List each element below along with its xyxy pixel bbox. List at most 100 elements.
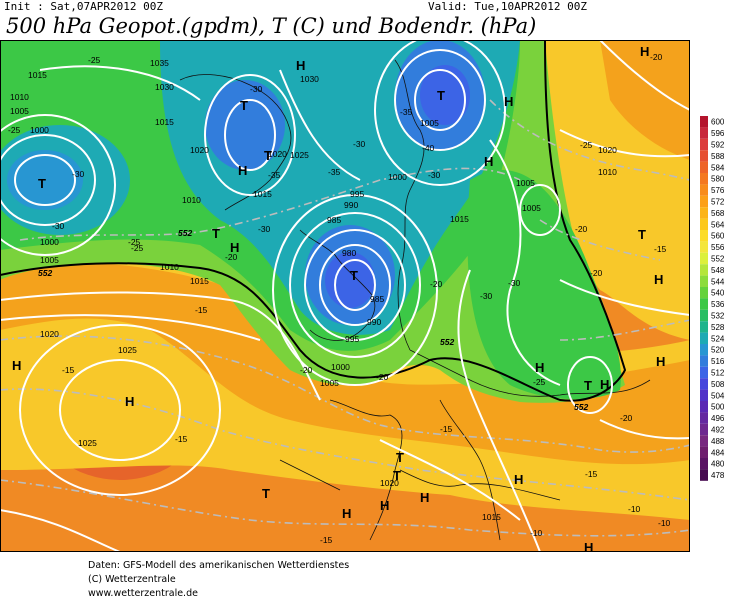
legend-label: 536 xyxy=(711,300,725,309)
legend-label: 572 xyxy=(711,198,725,207)
legend-swatch xyxy=(700,458,708,470)
temperature-label: -30 xyxy=(52,221,65,231)
low-pressure-marker: T xyxy=(437,88,445,103)
legend-label: 592 xyxy=(711,141,725,150)
legend-label: 520 xyxy=(711,346,725,355)
temperature-label: -25 xyxy=(533,377,546,387)
isobar-label: 1010 xyxy=(10,92,29,102)
isobar-label: 1020 xyxy=(190,145,209,155)
legend-label: 488 xyxy=(711,437,725,446)
high-pressure-marker: H xyxy=(380,498,389,513)
geopotential-552-line xyxy=(0,40,627,402)
low-pressure-marker: T xyxy=(584,378,592,393)
low-core-west xyxy=(7,150,83,210)
temperature-label: -30 xyxy=(72,169,85,179)
temperature-label: -20 xyxy=(225,252,238,262)
isobar-label-group: 1035 1030 1015 1025 1005 1000 995 990 98… xyxy=(10,58,617,522)
temperature-label: -15 xyxy=(585,469,598,479)
isobar-label: 1005 xyxy=(320,378,339,388)
legend-swatch xyxy=(700,344,708,356)
legend-label: 552 xyxy=(711,255,725,264)
legend-swatch xyxy=(700,469,708,481)
legend-label: 580 xyxy=(711,175,725,184)
coastlines xyxy=(179,59,651,541)
legend-swatch xyxy=(700,378,708,390)
isobar-label: 990 xyxy=(367,317,381,327)
geopotential-label: 552 xyxy=(440,337,454,347)
color-legend: 600 596 592 588 584 580 576 572 568 564 560 556 552 5… xyxy=(700,116,725,481)
high-pressure-marker: H xyxy=(654,272,663,287)
isobar-label: 1005 xyxy=(522,203,541,213)
low-pressure-marker: T xyxy=(38,176,46,191)
legend-label: 504 xyxy=(711,391,725,400)
isobar-label: 1000 xyxy=(30,125,49,135)
temperature-label: -40 xyxy=(422,143,435,153)
legend-label: 600 xyxy=(711,118,725,127)
high-pressure-marker: H xyxy=(535,360,544,375)
high-pressure-marker: H xyxy=(342,506,351,521)
isobar-label: 1030 xyxy=(300,74,319,84)
geopotential-label: 552 xyxy=(38,268,52,278)
legend-swatch xyxy=(700,366,708,379)
high-pressure-marker: H xyxy=(484,154,493,169)
temperature-label: -30 xyxy=(258,224,271,234)
isobar-label: 1020 xyxy=(268,149,287,159)
temperature-label: -25 xyxy=(580,140,593,150)
isobar-label: 1005 xyxy=(10,106,29,116)
temperature-label: -20 xyxy=(300,365,313,375)
high-pressure-marker: H xyxy=(238,163,247,178)
low-pressure-marker: T xyxy=(240,98,248,113)
temperature-label: -35 xyxy=(328,167,341,177)
weather-map: 1035 1030 1015 1025 1005 1000 995 990 98… xyxy=(0,40,690,552)
color-field-orange-east xyxy=(600,40,690,160)
low-pressure-marker: T xyxy=(396,450,404,465)
color-field-orange-belt xyxy=(0,262,690,465)
legend-label: 588 xyxy=(711,152,725,161)
legend-swatch xyxy=(700,150,708,162)
temperature-label: -35 xyxy=(400,107,413,117)
isobar-label: 1015 xyxy=(253,189,272,199)
legend-swatch xyxy=(700,287,708,299)
legend-label: 560 xyxy=(711,232,725,241)
temperature-label: -10 xyxy=(628,504,641,514)
legend-swatch xyxy=(700,127,708,139)
isobar-label: 1015 xyxy=(450,214,469,224)
temperature-label: -25 xyxy=(8,125,21,135)
temperature-label: -35 xyxy=(268,170,281,180)
legend-label: 480 xyxy=(711,460,725,469)
high-pressure-marker: H xyxy=(125,394,134,409)
temperature-label: -10 xyxy=(530,528,543,538)
isobar-label: 1020 xyxy=(598,145,617,155)
temperature-label: -20 xyxy=(430,279,443,289)
legend-swatch xyxy=(700,298,708,310)
isobar-label: 995 xyxy=(345,334,359,344)
legend-label: 564 xyxy=(711,220,725,229)
legend-label: 528 xyxy=(711,323,725,332)
isobar-label: 1020 xyxy=(40,329,59,339)
legend-label: 596 xyxy=(711,129,725,138)
temperature-label: -25 xyxy=(131,243,144,253)
isobar-label: 1005 xyxy=(420,118,439,128)
isobar-label: 980 xyxy=(342,248,356,258)
low-pressure-marker: T xyxy=(393,468,401,483)
legend-label: 512 xyxy=(711,369,725,378)
init-time: Init : Sat,07APR2012 00Z xyxy=(4,0,163,13)
isobar-label: 1005 xyxy=(516,178,535,188)
temperature-label: -30 xyxy=(508,278,521,288)
isobar-label: 985 xyxy=(327,215,341,225)
legend-swatch xyxy=(700,355,708,367)
legend-swatch xyxy=(700,207,708,219)
temperature-label: -10 xyxy=(658,518,671,528)
temperature-label: -25 xyxy=(128,237,141,247)
isobar-label: 1010 xyxy=(182,195,201,205)
legend-swatch xyxy=(700,435,708,447)
high-pressure-marker: H xyxy=(514,472,523,487)
high-pressure-marker: H xyxy=(656,354,665,369)
isobar-label: 1010 xyxy=(598,167,617,177)
temperature-label: -15 xyxy=(654,244,667,254)
legend-label: 500 xyxy=(711,403,725,412)
legend-label: 548 xyxy=(711,266,725,275)
legend-label: 576 xyxy=(711,186,725,195)
isobar-label: 1015 xyxy=(190,276,209,286)
temperature-label: -15 xyxy=(62,365,75,375)
